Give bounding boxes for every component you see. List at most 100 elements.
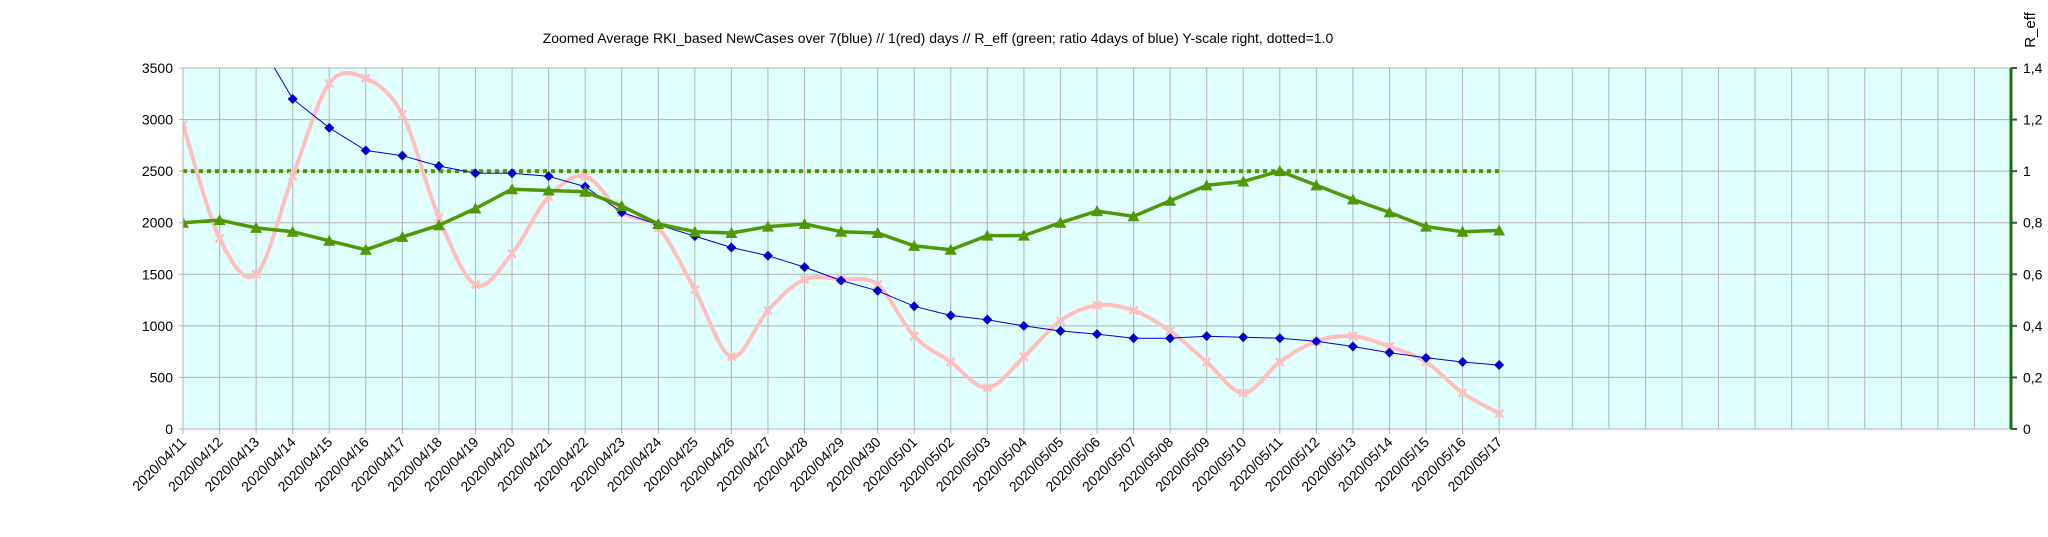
data-point bbox=[183, 216, 189, 228]
data-point bbox=[1128, 333, 1139, 344]
data-point bbox=[908, 239, 921, 251]
data-point bbox=[1055, 326, 1066, 337]
data-point bbox=[1055, 315, 1066, 326]
chart-title: Zoomed Average RKI_based NewCases over 7… bbox=[543, 30, 1334, 46]
data-point bbox=[1018, 351, 1029, 362]
data-point bbox=[1273, 165, 1286, 177]
data-point bbox=[1494, 360, 1505, 371]
data-point bbox=[1237, 175, 1250, 187]
data-point bbox=[763, 305, 773, 316]
data-point bbox=[507, 248, 517, 259]
data-point bbox=[397, 109, 408, 120]
y2-axis-ticks: 0 0,2 0,4 0,6 0,8 1 1,2 1,4 bbox=[2011, 60, 2043, 437]
y2-tick-label: 0,2 bbox=[2023, 369, 2043, 385]
data-point bbox=[1384, 341, 1395, 352]
data-point bbox=[1201, 331, 1212, 342]
data-point bbox=[909, 301, 920, 312]
data-point bbox=[470, 168, 481, 179]
data-point bbox=[1421, 352, 1432, 363]
series-layer bbox=[183, 68, 1506, 419]
data-point bbox=[799, 274, 810, 285]
data-point bbox=[1201, 357, 1212, 367]
data-point bbox=[469, 202, 482, 214]
y-tick-label: 3000 bbox=[142, 112, 173, 128]
data-point bbox=[251, 269, 262, 280]
data-point bbox=[542, 184, 555, 196]
data-point bbox=[1018, 320, 1029, 331]
data-point bbox=[214, 233, 225, 244]
data-point bbox=[799, 262, 810, 273]
data-point bbox=[250, 221, 263, 233]
data-point bbox=[286, 225, 299, 237]
y-axis-ticks: 0 500 1000 1500 2000 2500 3000 3500 bbox=[142, 60, 183, 437]
series-0 bbox=[183, 70, 1505, 419]
data-point bbox=[1493, 224, 1506, 236]
data-point bbox=[1311, 336, 1322, 347]
data-point bbox=[726, 351, 737, 362]
data-point bbox=[1127, 210, 1140, 222]
data-point bbox=[1017, 229, 1030, 241]
data-point bbox=[1092, 329, 1102, 340]
data-point bbox=[324, 122, 335, 133]
data-point bbox=[360, 73, 371, 84]
data-point bbox=[323, 234, 336, 246]
data-point bbox=[1165, 333, 1176, 344]
data-point bbox=[1238, 388, 1249, 398]
data-point bbox=[1054, 216, 1067, 228]
data-point bbox=[615, 199, 628, 211]
data-point bbox=[1310, 179, 1323, 191]
data-point bbox=[1092, 300, 1102, 311]
data-point bbox=[689, 284, 700, 295]
y2-axis-label: R_eff bbox=[2022, 11, 2039, 47]
data-point bbox=[324, 78, 335, 89]
data-point bbox=[761, 220, 774, 232]
data-point bbox=[1238, 332, 1249, 343]
y-tick-label: 1000 bbox=[142, 318, 173, 334]
y2-tick-label: 0 bbox=[2023, 421, 2031, 437]
data-point bbox=[359, 243, 372, 255]
y-tick-label: 500 bbox=[150, 369, 174, 385]
data-point bbox=[836, 275, 847, 286]
data-point bbox=[1494, 408, 1505, 419]
data-point bbox=[287, 171, 298, 182]
data-point bbox=[945, 310, 956, 321]
data-point bbox=[982, 314, 993, 325]
data-point bbox=[1347, 341, 1358, 352]
data-point bbox=[1420, 220, 1433, 232]
y2-tick-label: 1 bbox=[2023, 163, 2031, 179]
data-point bbox=[762, 250, 773, 261]
data-point bbox=[1383, 206, 1396, 218]
data-point bbox=[1456, 225, 1469, 237]
data-point bbox=[580, 171, 591, 182]
data-point bbox=[360, 145, 371, 156]
y-tick-label: 2000 bbox=[142, 215, 173, 231]
data-point bbox=[909, 331, 920, 342]
data-point bbox=[434, 212, 444, 223]
data-point bbox=[396, 230, 409, 242]
data-point bbox=[835, 225, 848, 237]
series-1 bbox=[273, 68, 1505, 371]
data-point bbox=[1457, 388, 1468, 398]
data-point bbox=[1384, 347, 1395, 358]
y-tick-label: 1500 bbox=[142, 266, 173, 282]
data-point bbox=[287, 93, 298, 104]
y-tick-label: 0 bbox=[165, 421, 173, 437]
data-point bbox=[1164, 194, 1177, 206]
data-point bbox=[726, 242, 737, 253]
data-point bbox=[543, 171, 554, 182]
data-point bbox=[1274, 357, 1285, 367]
data-point bbox=[579, 185, 592, 197]
data-point bbox=[1165, 326, 1176, 336]
data-point bbox=[944, 243, 957, 255]
y2-tick-label: 0,6 bbox=[2023, 266, 2043, 282]
data-point bbox=[1128, 305, 1139, 316]
data-point bbox=[872, 279, 883, 290]
y-tick-label: 2500 bbox=[142, 163, 173, 179]
data-point bbox=[433, 160, 444, 171]
data-point bbox=[1274, 333, 1285, 344]
data-point bbox=[507, 168, 518, 179]
data-point bbox=[981, 229, 994, 241]
data-point bbox=[982, 382, 993, 393]
x-axis-ticks: 2020/04/112020/04/122020/04/132020/04/14… bbox=[129, 429, 1505, 495]
